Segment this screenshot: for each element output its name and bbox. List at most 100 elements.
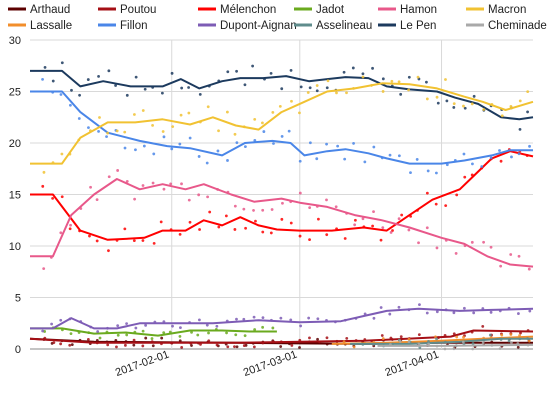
poll-dot bbox=[243, 83, 247, 87]
poll-dot bbox=[151, 344, 155, 348]
legend-label: Jadot bbox=[316, 4, 345, 16]
poll-dot bbox=[51, 79, 55, 83]
poll-dot bbox=[162, 187, 166, 191]
poll-dot bbox=[509, 333, 513, 336]
poll-dot bbox=[244, 226, 247, 230]
poll-dot bbox=[69, 332, 73, 336]
poll-dot bbox=[89, 185, 92, 189]
poll-dot bbox=[252, 315, 256, 319]
poll-dot bbox=[132, 343, 136, 347]
poll-dot bbox=[298, 346, 301, 349]
poll-dot bbox=[96, 330, 100, 333]
poll-dot bbox=[190, 344, 193, 347]
poll-dot bbox=[279, 345, 283, 348]
poll-dot bbox=[488, 333, 492, 337]
poll-dot bbox=[407, 88, 410, 92]
poll-dot bbox=[235, 345, 239, 349]
poll-dot bbox=[418, 303, 421, 307]
gridlines bbox=[30, 39, 533, 350]
poll-dot bbox=[407, 228, 411, 232]
poll-dot bbox=[152, 152, 156, 156]
poll-dot bbox=[326, 79, 330, 83]
poll-dot bbox=[261, 230, 265, 234]
poll-dot bbox=[125, 322, 129, 325]
series-cheminade bbox=[377, 340, 534, 351]
poll-dot bbox=[252, 345, 256, 349]
poll-dot bbox=[271, 110, 275, 114]
poll-dot bbox=[132, 239, 136, 243]
poll-dot bbox=[470, 240, 474, 244]
y-tick-label: 15 bbox=[9, 190, 21, 202]
poll-dot bbox=[489, 310, 493, 314]
poll-dot bbox=[142, 144, 146, 148]
poll-dot bbox=[444, 204, 448, 207]
series-m-lenchon bbox=[30, 148, 534, 253]
poll-dot bbox=[125, 180, 129, 183]
poll-dot bbox=[363, 160, 367, 164]
poll-dot bbox=[123, 130, 127, 134]
poll-dot bbox=[389, 231, 393, 234]
poll-dot bbox=[435, 310, 439, 314]
poll-dot bbox=[379, 238, 383, 242]
poll-dot bbox=[519, 331, 522, 335]
poll-dot bbox=[132, 338, 136, 342]
poll-dot bbox=[162, 331, 166, 334]
poll-dot bbox=[188, 136, 192, 140]
poll-dot bbox=[470, 102, 474, 106]
poll-dot bbox=[215, 343, 219, 347]
poll-dot bbox=[334, 205, 338, 209]
poll-dot bbox=[298, 234, 302, 238]
poll-dot bbox=[242, 344, 246, 347]
poll-dot bbox=[352, 142, 355, 145]
poll-dot bbox=[398, 340, 402, 343]
poll-dot bbox=[452, 347, 456, 351]
poll-dot bbox=[114, 84, 117, 87]
poll-dot bbox=[134, 75, 138, 79]
legend-label: Le Pen bbox=[400, 20, 436, 32]
poll-dot bbox=[251, 64, 255, 68]
poll-dot bbox=[463, 106, 467, 110]
poll-dot bbox=[372, 145, 376, 149]
poll-dot bbox=[315, 157, 319, 161]
poll-dot bbox=[280, 217, 284, 221]
poll-dot bbox=[226, 159, 229, 162]
poll-dot bbox=[517, 152, 521, 156]
poll-dot bbox=[315, 89, 319, 93]
poll-dot bbox=[353, 218, 357, 222]
poll-dot bbox=[41, 77, 44, 81]
poll-dot bbox=[426, 169, 430, 173]
poll-dot bbox=[205, 161, 209, 165]
poll-dot bbox=[116, 169, 120, 172]
poll-dot bbox=[123, 227, 127, 231]
poll-dot bbox=[235, 317, 238, 321]
poll-dot bbox=[171, 324, 174, 328]
legend-label: Macron bbox=[488, 4, 526, 16]
poll-dot bbox=[528, 144, 531, 148]
poll-dot bbox=[462, 152, 466, 156]
poll-dot bbox=[141, 329, 145, 333]
poll-dot bbox=[217, 225, 221, 229]
poll-dot bbox=[190, 330, 193, 334]
poll-dot bbox=[68, 227, 72, 231]
poll-dot bbox=[206, 105, 210, 109]
poll-dot bbox=[308, 141, 312, 145]
y-tick-label: 20 bbox=[9, 138, 21, 150]
poll-dot bbox=[407, 75, 411, 79]
poll-dot bbox=[463, 175, 467, 179]
poll-dot bbox=[352, 345, 356, 349]
poll-dot bbox=[381, 77, 385, 81]
y-tick-label: 10 bbox=[9, 241, 21, 253]
poll-dot bbox=[233, 132, 237, 136]
poll-dot bbox=[489, 245, 493, 249]
poll-dot bbox=[336, 144, 340, 148]
poll-dot bbox=[59, 231, 63, 235]
poll-dot bbox=[325, 336, 329, 340]
series-dupont-aignan bbox=[30, 303, 534, 333]
series-lines bbox=[29, 61, 534, 351]
poll-dot bbox=[400, 213, 404, 217]
x-tick-label: 2017-02-01 bbox=[114, 349, 171, 380]
poll-dot bbox=[169, 182, 173, 186]
poll-dot bbox=[435, 246, 439, 250]
poll-dot bbox=[197, 318, 201, 322]
